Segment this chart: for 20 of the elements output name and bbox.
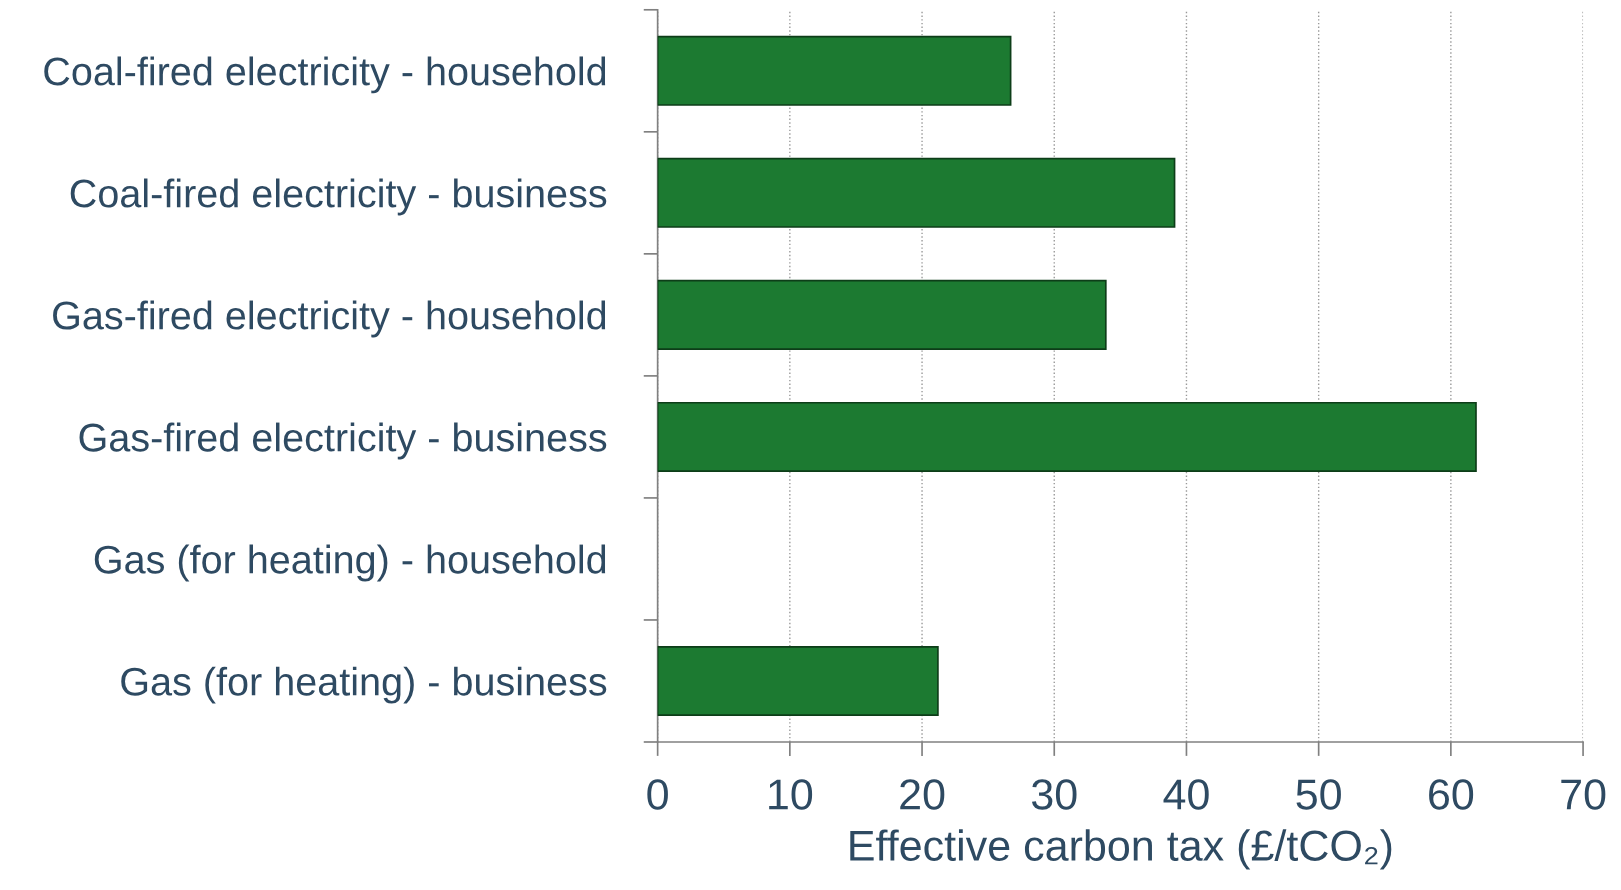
x-tick-label: 20 [900, 779, 945, 810]
x-tick-label: 0 [647, 779, 668, 810]
x-tick-label: 50 [1296, 779, 1341, 810]
y-tick-label: Gas (for heating) - household [94, 544, 606, 582]
bar [657, 35, 1012, 106]
x-tick-label: 10 [769, 779, 813, 810]
x-tick-label: 40 [1163, 779, 1209, 810]
bar [657, 401, 1477, 472]
y-tick-label: Coal-fired electricity - business [70, 178, 607, 216]
y-tick-label: Coal-fired electricity - household [44, 56, 606, 94]
bar [657, 645, 939, 716]
x-tick-label: 70 [1561, 779, 1606, 810]
y-tick-label: Gas-fired electricity - business [79, 422, 607, 460]
x-tick-label: 60 [1429, 779, 1474, 810]
bar [657, 279, 1107, 350]
x-axis-title: Effective carbon tax (£/tCO₂) [850, 829, 1392, 870]
x-tick-label: 30 [1031, 779, 1077, 810]
y-tick-label: Gas-fired electricity - household [53, 300, 606, 338]
y-tick-label: Gas (for heating) - business [121, 666, 607, 704]
bar [657, 157, 1176, 228]
